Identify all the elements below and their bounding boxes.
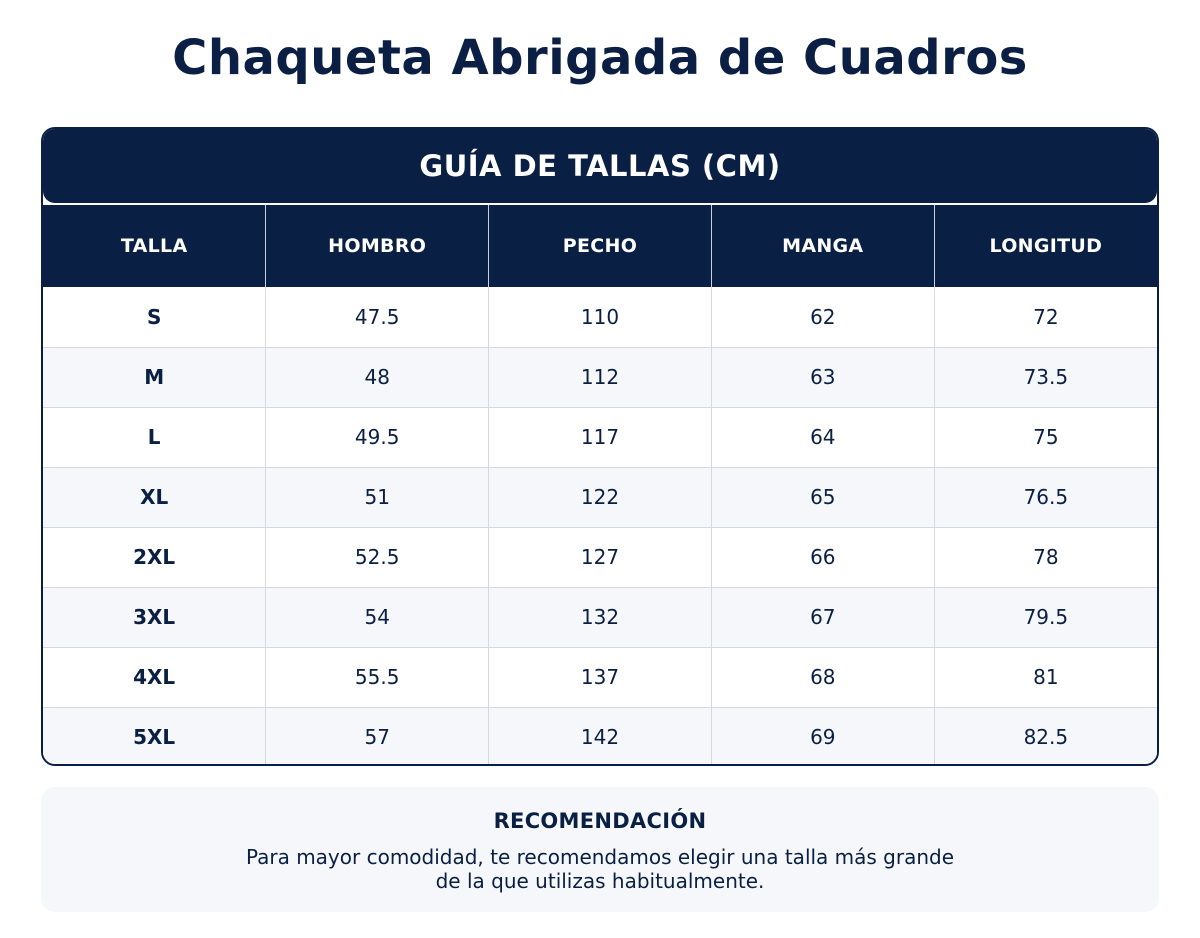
length-cell: 76.5 (934, 466, 1157, 527)
chest-cell: 132 (488, 586, 712, 647)
chest-cell: 137 (488, 646, 712, 707)
sleeve-cell: 62 (711, 287, 935, 347)
shoulder-cell: 48 (265, 346, 490, 407)
chest-cell: 122 (488, 466, 712, 527)
column-header-talla: TALLA (43, 205, 267, 287)
table-row: L 49.5 117 64 75 (43, 406, 1157, 467)
sleeve-cell: 63 (711, 346, 935, 407)
shoulder-cell: 57 (265, 706, 490, 764)
recommendation-line-2: de la que utilizas habitualmente. (435, 869, 765, 893)
chest-cell: 117 (488, 406, 712, 467)
table-row: 4XL 55.5 137 68 81 (43, 646, 1157, 707)
length-cell: 73.5 (934, 346, 1157, 407)
table-row: 3XL 54 132 67 79.5 (43, 586, 1157, 647)
size-cell: 3XL (43, 586, 267, 647)
column-header-pecho: PECHO (488, 205, 712, 287)
table-row: 5XL 57 142 69 82.5 (43, 706, 1157, 764)
size-cell: XL (43, 466, 267, 527)
sleeve-cell: 67 (711, 586, 935, 647)
column-header-longitud: LONGITUD (934, 205, 1157, 287)
chest-cell: 127 (488, 526, 712, 587)
length-cell: 81 (934, 646, 1157, 707)
shoulder-cell: 55.5 (265, 646, 490, 707)
recommendation-line-1: Para mayor comodidad, te recomendamos el… (245, 845, 955, 869)
recommendation-text: Para mayor comodidad, te recomendamos el… (41, 845, 1159, 893)
sleeve-cell: 65 (711, 466, 935, 527)
table-header-row: TALLA HOMBRO PECHO MANGA LONGITUD (43, 205, 1157, 287)
recommendation-box: RECOMENDACIÓN Para mayor comodidad, te r… (41, 787, 1159, 912)
size-guide-panel: GUÍA DE TALLAS (CM) TALLA HOMBRO PECHO M… (41, 127, 1159, 766)
size-cell: 2XL (43, 526, 267, 587)
column-header-manga: MANGA (711, 205, 935, 287)
sleeve-cell: 64 (711, 406, 935, 467)
recommendation-title: RECOMENDACIÓN (493, 809, 707, 833)
shoulder-cell: 51 (265, 466, 490, 527)
shoulder-cell: 52.5 (265, 526, 490, 587)
table-row: M 48 112 63 73.5 (43, 346, 1157, 407)
size-cell: 4XL (43, 646, 267, 707)
size-cell: M (43, 346, 267, 407)
shoulder-cell: 47.5 (265, 287, 490, 347)
table-row: S 47.5 110 62 72 (43, 287, 1157, 347)
length-cell: 79.5 (934, 586, 1157, 647)
table-row: 2XL 52.5 127 66 78 (43, 526, 1157, 587)
chest-cell: 110 (488, 287, 712, 347)
sleeve-cell: 66 (711, 526, 935, 587)
sleeve-cell: 68 (711, 646, 935, 707)
table-row: XL 51 122 65 76.5 (43, 466, 1157, 527)
chest-cell: 112 (488, 346, 712, 407)
size-guide-heading: GUÍA DE TALLAS (CM) (43, 129, 1157, 203)
size-cell: S (43, 287, 267, 347)
shoulder-cell: 49.5 (265, 406, 490, 467)
length-cell: 78 (934, 526, 1157, 587)
page-title: Chaqueta Abrigada de Cuadros (172, 30, 1028, 86)
size-cell: 5XL (43, 706, 267, 764)
size-table: TALLA HOMBRO PECHO MANGA LONGITUD S 47.5… (43, 205, 1157, 764)
shoulder-cell: 54 (265, 586, 490, 647)
size-cell: L (43, 406, 267, 467)
chest-cell: 142 (488, 706, 712, 764)
length-cell: 75 (934, 406, 1157, 467)
length-cell: 82.5 (934, 706, 1157, 764)
sleeve-cell: 69 (711, 706, 935, 764)
length-cell: 72 (1033, 304, 1059, 329)
column-header-hombro: HOMBRO (265, 205, 490, 287)
